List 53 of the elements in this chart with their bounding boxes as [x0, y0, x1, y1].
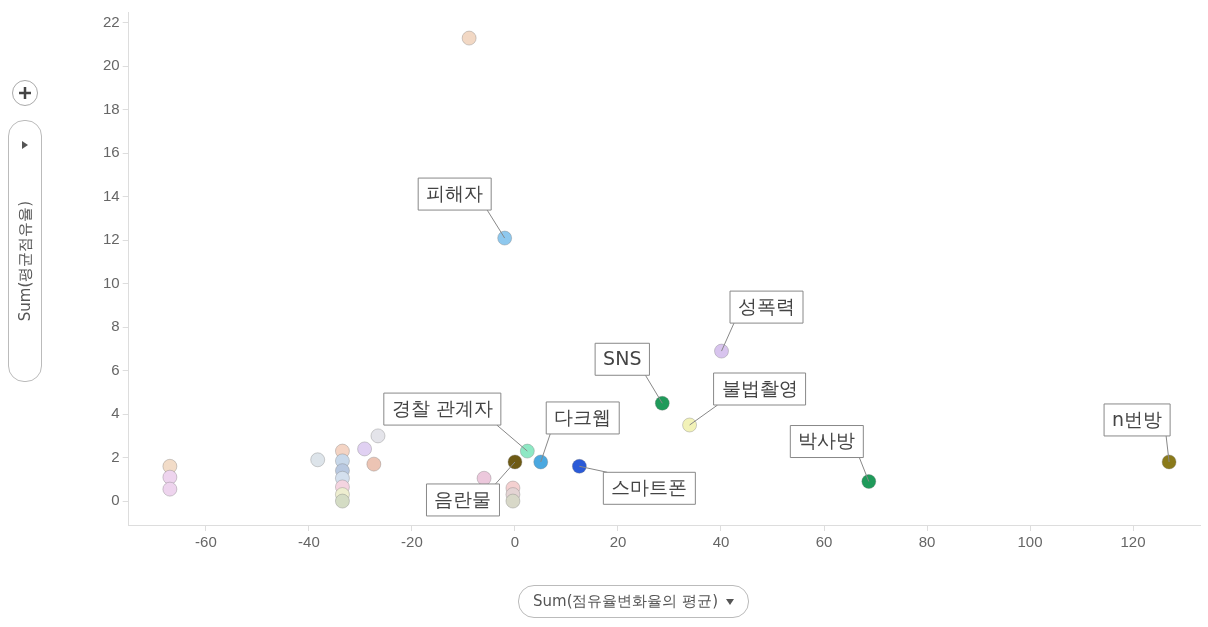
y-tick-label: 4: [111, 404, 120, 422]
y-tick-label: 6: [111, 360, 120, 378]
point: [461, 30, 477, 46]
point: [654, 395, 670, 411]
point: [505, 493, 521, 509]
point: [366, 456, 382, 472]
point: [861, 474, 877, 490]
x-tick-label: -20: [401, 533, 423, 551]
y-tick-label: 2: [111, 447, 120, 465]
point: [533, 454, 549, 470]
annotation: 음란물: [434, 487, 492, 510]
x-tick-label: 40: [712, 533, 730, 551]
point: [370, 428, 386, 444]
x-tick-label: -40: [298, 533, 320, 551]
annotation: 불법촬영: [721, 376, 798, 399]
y-tick-label: 10: [103, 273, 120, 291]
annotation: 피해자: [426, 182, 484, 205]
x-tick-label: 80: [918, 533, 936, 551]
point: [162, 481, 178, 497]
point: [497, 230, 513, 246]
point: [357, 441, 373, 457]
annotation: 박사방: [798, 429, 856, 452]
x-tick-label: -60: [195, 533, 217, 551]
y-tick-label: 18: [103, 99, 120, 117]
y-tick-label: 20: [103, 56, 120, 74]
annotation: 다크웹: [554, 405, 612, 428]
x-tick-label: 120: [1120, 533, 1146, 551]
y-tick-label: 12: [103, 230, 120, 248]
x-tick-label: 100: [1017, 533, 1043, 551]
point: [571, 458, 587, 474]
y-tick-label: 22: [103, 13, 120, 31]
point: [1161, 454, 1177, 470]
y-tick-label: 16: [103, 143, 120, 161]
annotation: 스마트폰: [611, 476, 688, 499]
x-tick-label: 0: [510, 533, 520, 551]
annotation: SNS: [603, 347, 642, 370]
point: [682, 417, 698, 433]
point: [162, 469, 178, 485]
point: [714, 343, 730, 359]
point: [334, 493, 350, 509]
x-tick-label: 60: [815, 533, 833, 551]
point: [310, 452, 326, 468]
annotation: 성폭력: [738, 295, 796, 318]
annotation: 경찰 관계자: [391, 397, 493, 420]
annotation: n번방: [1112, 407, 1163, 430]
point: [507, 454, 523, 470]
point: [519, 443, 535, 459]
x-axis-title: Sum(점유율변화율의 평균): [533, 592, 719, 611]
y-axis-title: Sum(평균점유율): [15, 200, 35, 322]
y-tick-label: 14: [103, 186, 120, 204]
y-tick-label: 8: [111, 317, 120, 335]
y-tick-label: 0: [111, 491, 120, 509]
x-tick-label: 20: [609, 533, 627, 551]
